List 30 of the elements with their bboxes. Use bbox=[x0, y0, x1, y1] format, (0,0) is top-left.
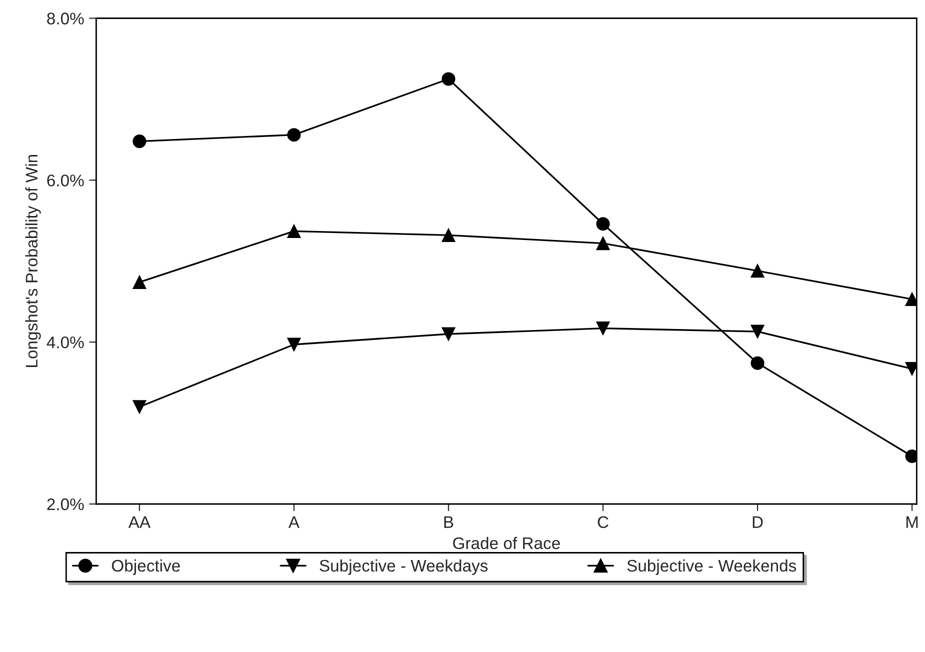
legend-label: Subjective - Weekends bbox=[627, 559, 796, 575]
point bbox=[287, 224, 301, 238]
x-axis-title: Grade of Race bbox=[453, 536, 560, 550]
point bbox=[287, 128, 301, 142]
point bbox=[750, 264, 764, 278]
point bbox=[442, 327, 456, 341]
point bbox=[596, 322, 610, 336]
point bbox=[442, 72, 456, 86]
x-tick-label: AA bbox=[128, 516, 151, 528]
x-tick-label: M bbox=[906, 516, 918, 528]
legend-label: Subjective - Weekdays bbox=[320, 559, 488, 575]
point bbox=[596, 217, 610, 231]
y-tick-label: 8.0% bbox=[47, 12, 84, 24]
point bbox=[442, 228, 456, 242]
point bbox=[132, 400, 146, 414]
x-tick-label: D bbox=[752, 516, 763, 528]
x-tick-label: C bbox=[598, 516, 608, 528]
point bbox=[132, 134, 146, 148]
x-tick-label: B bbox=[444, 516, 454, 528]
legend-label: Objective bbox=[112, 559, 180, 575]
point bbox=[750, 356, 764, 370]
point bbox=[750, 324, 764, 338]
y-axis-title: Longshot's Probability of Win bbox=[25, 155, 41, 367]
point bbox=[596, 236, 610, 250]
point bbox=[132, 275, 146, 289]
y-tick-label: 2.0% bbox=[47, 498, 84, 510]
y-tick-label: 4.0% bbox=[46, 336, 84, 348]
point bbox=[287, 338, 301, 352]
y-tick-label: 6.0% bbox=[47, 174, 84, 186]
x-tick-label: A bbox=[288, 516, 300, 528]
